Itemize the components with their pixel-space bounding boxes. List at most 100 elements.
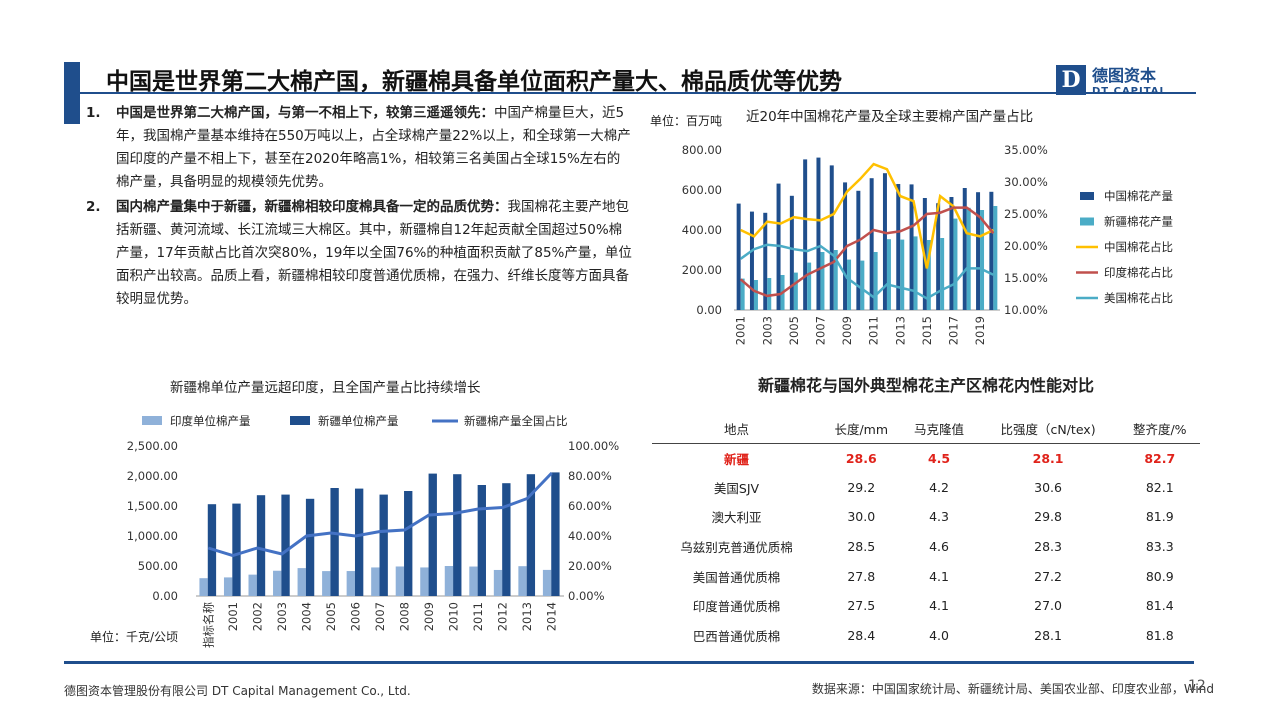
bar — [976, 192, 981, 310]
company-name: 德图资本管理股份有限公司 DT Capital Management Co., … — [64, 684, 411, 698]
series-line — [739, 243, 994, 300]
bar — [896, 184, 901, 310]
bar — [753, 280, 758, 310]
bar — [256, 495, 266, 596]
x-tick-label: 2002 — [250, 602, 264, 631]
table-cell: 28.4 — [847, 627, 876, 643]
legend-label: 新疆单位棉产量 — [318, 414, 399, 428]
table-cell: 30.0 — [847, 509, 876, 525]
bar — [232, 503, 241, 596]
table-cell: 82.1 — [1145, 479, 1174, 495]
bar — [900, 239, 905, 310]
table-cell: 27.2 — [1034, 568, 1062, 584]
y2-tick-label: 30.00% — [1004, 175, 1048, 189]
table-cell: 印度普通优质棉 — [692, 599, 781, 615]
y-tick-label: 400.00 — [682, 223, 722, 237]
table-cell: 28.1 — [1034, 627, 1062, 643]
y2-tick-label: 60.00% — [568, 499, 612, 513]
y-tick-label: 2,000.00 — [127, 469, 178, 483]
bar — [913, 236, 918, 310]
bar — [980, 210, 985, 310]
x-tick-label: 2012 — [496, 602, 510, 631]
bar — [873, 252, 878, 310]
bar — [453, 474, 462, 596]
table-cell: 4.5 — [927, 450, 951, 466]
x-tick-label: 2013 — [520, 602, 534, 631]
table-cell: 4.1 — [929, 568, 949, 584]
x-tick-label: 2007 — [813, 316, 827, 345]
bar — [940, 238, 945, 310]
bar — [953, 218, 958, 310]
table-cell: 30.6 — [1034, 479, 1062, 495]
legend-swatch — [1080, 217, 1094, 226]
page-title: 中国是世界第二大棉产国，新疆棉具备单位面积产量大、棉品质优等优势 — [106, 69, 842, 95]
series-line — [207, 471, 553, 558]
legend-label: 中国棉花占比 — [1104, 240, 1173, 254]
x-tick-label: 2011 — [867, 316, 881, 345]
bullet-number: 2. — [86, 199, 101, 215]
legend-label: 印度棉花占比 — [1104, 266, 1173, 280]
bar — [305, 498, 315, 596]
legend-label: 中国棉花产量 — [1104, 189, 1173, 203]
bar — [926, 240, 931, 310]
table-cell: 27.0 — [1034, 598, 1062, 614]
logo-mark-icon: D — [1056, 64, 1086, 95]
table-cell: 27.8 — [847, 568, 876, 584]
x-tick-label: 2013 — [893, 316, 907, 345]
table-row: 新疆 28.6 4.5 28.1 82.7 — [652, 443, 1200, 473]
y-tick-label: 0.00 — [152, 589, 178, 603]
legend-label: 新疆棉花产量 — [1104, 215, 1173, 229]
bar — [789, 195, 794, 310]
bar — [793, 272, 798, 310]
bar — [993, 206, 998, 310]
table-row: 澳大利亚 30.0 4.3 29.8 81.9 — [652, 502, 1200, 532]
bar — [330, 488, 339, 596]
y-tick-label: 1,500.00 — [127, 499, 178, 513]
legend-swatch — [142, 416, 162, 425]
bar — [379, 494, 388, 596]
table-cell: 83.3 — [1145, 539, 1174, 555]
unit-yield-chart: 0.00 500.00 1,000.00 1,500.00 2,000.00 2,500.… — [127, 414, 619, 648]
chart2-title: 新疆棉单位产量远超印度，且全国产量占比持续增长 — [170, 380, 481, 396]
series-line — [740, 162, 994, 269]
bar — [199, 578, 208, 596]
bar — [843, 182, 848, 310]
bar — [346, 571, 355, 596]
data-source: 数据来源：中国国家统计局、新疆统计局、美国农业部、印度农业部，Wind — [811, 682, 1214, 696]
table-row: 印度普通优质棉 27.5 4.1 27.0 81.4 — [652, 591, 1200, 621]
legend-label: 印度单位棉产量 — [170, 414, 251, 428]
y-tick-label: 800.00 — [682, 143, 722, 157]
chart2-unit: 单位：千克/公顷 — [90, 630, 179, 644]
x-tick-label: 2001 — [734, 316, 748, 345]
x-tick-label: 2015 — [920, 316, 934, 345]
company-logo: D 德图资本 DT CAPITAL — [1056, 62, 1167, 97]
col-header: 整齐度/% — [1119, 414, 1200, 444]
table-cell: 美国普通优质棉 — [692, 569, 781, 585]
bar — [420, 567, 429, 596]
table-cell: 81.9 — [1145, 509, 1174, 525]
x-tick-label: 指标名称 — [201, 602, 215, 648]
y-tick-label: 200.00 — [682, 263, 722, 277]
bar — [404, 491, 413, 596]
x-tick-label: 2007 — [373, 602, 387, 631]
table-row: 乌兹别克普通优质棉 28.5 4.6 28.3 83.3 — [652, 532, 1200, 562]
y-tick-label: 2,500.00 — [127, 439, 178, 453]
y-tick-label: 0.00 — [696, 303, 722, 317]
bar — [803, 159, 808, 310]
table-cell: 美国SJV — [713, 480, 760, 496]
bar — [886, 239, 891, 310]
x-tick-label: 2011 — [471, 602, 485, 631]
y2-tick-label: 15.00% — [1004, 271, 1048, 285]
x-tick-label: 2006 — [348, 602, 362, 631]
legend-swatch — [290, 416, 310, 425]
cotton-production-chart: 0.00 200.00 400.00 600.00 800.00 10.00% 15.00%… — [682, 143, 1173, 345]
bar — [551, 472, 560, 596]
bar — [869, 178, 874, 310]
chart1-unit: 单位：百万吨 — [650, 114, 723, 128]
bar — [856, 190, 861, 310]
table-cell: 4.6 — [929, 539, 949, 555]
x-tick-label: 2003 — [760, 316, 774, 345]
y2-tick-label: 35.00% — [1004, 143, 1048, 157]
x-tick-label: 2019 — [973, 316, 987, 345]
bar — [518, 566, 527, 596]
